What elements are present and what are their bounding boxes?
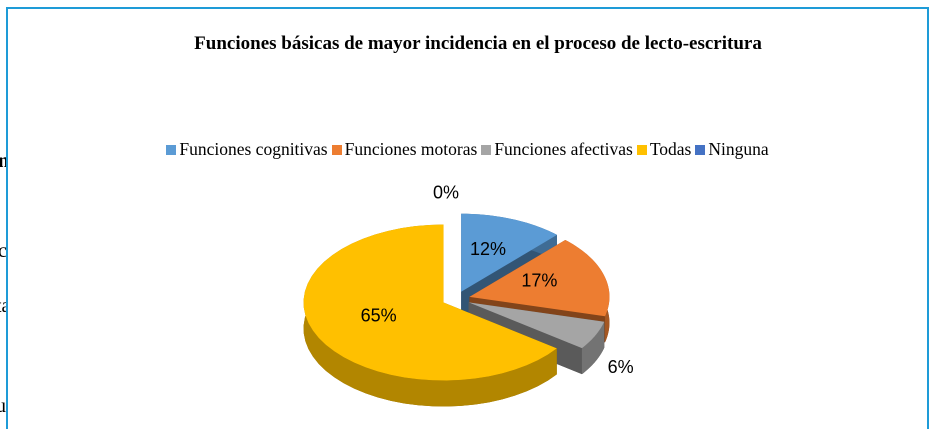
- pie-slice: [303, 224, 557, 407]
- legend-swatch: [695, 145, 706, 155]
- legend-swatch: [331, 145, 342, 155]
- slice-top: [469, 239, 610, 317]
- legend-entry: Todas: [636, 139, 692, 160]
- background-text: u: [0, 395, 6, 417]
- background-text: ta: [0, 295, 10, 318]
- legend-label: Ninguna: [708, 139, 769, 159]
- chart-box: Funciones básicas de mayor incidencia en…: [6, 7, 929, 429]
- legend-entry: Funciones cognitivas: [166, 139, 328, 160]
- legend-label: Funciones cognitivas: [179, 139, 328, 159]
- legend: Funciones cognitivas Funciones motoras Fun…: [8, 139, 927, 160]
- legend-label: Funciones afectivas: [494, 139, 633, 159]
- legend-swatch: [636, 145, 647, 155]
- legend-entry: Ninguna: [695, 139, 769, 160]
- chart-title: Funciones básicas de mayor incidencia en…: [194, 33, 762, 54]
- legend-label: Funciones motoras: [344, 139, 478, 159]
- background-text: c: [0, 240, 7, 262]
- legend-label: Todas: [649, 139, 692, 159]
- legend-entry: Funciones motoras: [331, 139, 478, 160]
- slice-rim: [581, 321, 605, 375]
- data-label: 65%: [361, 306, 397, 326]
- slice-top: [303, 224, 557, 381]
- slice-rim: [303, 224, 557, 407]
- data-label: 0%: [433, 182, 459, 202]
- data-label: 17%: [521, 270, 557, 290]
- legend-swatch: [481, 145, 492, 155]
- slice-top: [468, 302, 605, 349]
- legend-entry: Funciones afectivas: [481, 139, 633, 160]
- data-label: 12%: [470, 239, 506, 259]
- chart: 12% 17% 6% 65% 0%: [303, 182, 634, 407]
- slice-top: [461, 213, 557, 292]
- page: na c ta u Funciones básicas de mayor inc…: [0, 7, 929, 429]
- data-label: 6%: [608, 357, 634, 377]
- legend-swatch: [166, 145, 177, 155]
